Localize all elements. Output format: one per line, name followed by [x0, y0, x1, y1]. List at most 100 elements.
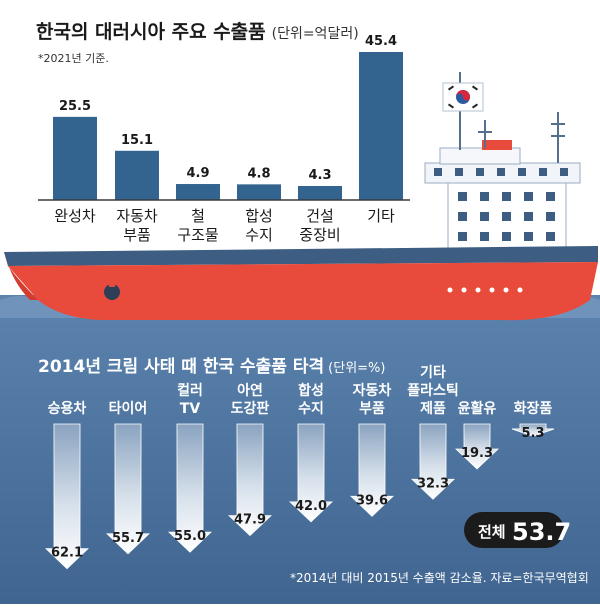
ship-window: [502, 232, 511, 241]
ship-window: [497, 168, 505, 176]
ship-window: [458, 212, 467, 221]
bottom-arrow-value-label: 55.7: [112, 531, 144, 546]
ship-window: [524, 192, 533, 201]
total-badge: 전체 53.7: [464, 512, 571, 548]
bottom-arrow-value-label: 55.0: [174, 529, 206, 544]
bottom-arrow: [168, 423, 212, 553]
ship-hull: [4, 246, 598, 321]
top-bar-value-label: 4.3: [308, 168, 331, 183]
ship-porthole: [447, 287, 453, 293]
top-bar-category-label: 합성: [245, 207, 273, 225]
bottom-arrow-category-label: 컬러: [177, 383, 203, 399]
ship-window: [546, 232, 555, 241]
ship-window: [455, 168, 463, 176]
top-bar: [359, 51, 403, 200]
bottom-arrow: [350, 423, 394, 517]
ship-porthole: [489, 287, 495, 293]
bottom-arrow: [45, 423, 89, 570]
total-label: 전체: [478, 523, 506, 541]
top-bar-category-label: 기타: [367, 207, 395, 225]
top-bar: [115, 150, 159, 200]
top-chart-note: *2021년 기준.: [38, 52, 109, 65]
bottom-arrow-value-label: 42.0: [295, 499, 327, 514]
top-bar-category-label: 자동차: [116, 207, 158, 225]
ship-window: [434, 168, 442, 176]
top-bar-value-label: 4.8: [247, 166, 270, 181]
bottom-arrow-value-label: 19.3: [461, 446, 493, 461]
ship-porthole: [475, 287, 481, 293]
bottom-arrow-category-label: 부품: [359, 401, 385, 417]
bottom-arrow-category-label: 승용차: [48, 401, 87, 417]
bottom-arrow-value-label: 47.9: [234, 513, 266, 528]
top-chart-unit: (단위=억달러): [272, 26, 359, 42]
bottom-arrow-category-label: 제품: [420, 401, 446, 417]
ship-window: [546, 192, 555, 201]
ship-window: [539, 168, 547, 176]
bottom-arrow-value-label: 62.1: [51, 546, 83, 561]
ship-window: [480, 232, 489, 241]
ship-window: [480, 192, 489, 201]
ship-portholes: [447, 287, 523, 293]
bottom-arrow-category-label: 타이어: [109, 400, 148, 417]
ship-window: [560, 168, 568, 176]
bottom-arrow: [106, 423, 150, 555]
top-bar: [53, 116, 97, 200]
bottom-arrow-category-label: 도강판: [231, 400, 270, 417]
ship-porthole: [461, 287, 467, 293]
ship-window: [502, 212, 511, 221]
korean-flag-icon: [442, 82, 484, 112]
ship-porthole: [517, 287, 523, 293]
top-bar-category-label: 건설: [306, 207, 334, 225]
top-bar-category-label: 수지: [245, 226, 273, 244]
top-bar-value-label: 45.4: [365, 34, 397, 49]
top-bar-category-label: 중장비: [299, 226, 340, 244]
ship-window: [546, 212, 555, 221]
top-bar-value-label: 15.1: [121, 133, 153, 148]
top-chart-title: 한국의 대러시아 주요 수출품: [36, 21, 266, 43]
top-bar-value-label: 4.9: [186, 166, 209, 181]
top-bar-value-label: 25.5: [59, 99, 91, 114]
ship-window: [480, 212, 489, 221]
ship-window: [502, 192, 511, 201]
bottom-arrow-category-label: 화장품: [514, 400, 553, 417]
bottom-arrow-value-label: 39.6: [356, 493, 388, 508]
bottom-arrow-value-label: 5.3: [521, 426, 544, 441]
bottom-arrow-category-label: TV: [180, 401, 201, 417]
ship-window: [476, 168, 484, 176]
bottom-arrow: [511, 423, 555, 437]
top-bar: [298, 185, 342, 200]
bottom-arrow-category-label: 플라스틱: [407, 382, 459, 399]
anchor-icon: [104, 284, 120, 300]
bottom-arrow-category-label: 기타: [420, 365, 446, 381]
top-bar-category-label: 구조물: [177, 226, 218, 244]
top-bar-category-label: 부품: [123, 226, 151, 244]
bottom-arrow-category-label: 합성: [298, 382, 324, 399]
bottom-chart-title: 2014년 크림 사태 때 한국 수출품 타격: [38, 357, 324, 377]
bottom-arrow-value-label: 32.3: [417, 476, 449, 491]
ship-windows: [434, 168, 568, 241]
bottom-arrow: [289, 423, 333, 523]
ship-window: [524, 212, 533, 221]
ship-window: [518, 168, 526, 176]
ship-window: [524, 232, 533, 241]
top-bar-category-label: 철: [191, 207, 205, 225]
bottom-arrow: [228, 423, 272, 537]
top-bar-category-label: 완성차: [54, 207, 96, 225]
top-bar: [176, 184, 220, 200]
bottom-arrow: [411, 423, 455, 500]
bottom-arrow-category-label: 자동차: [353, 383, 392, 399]
top-bar: [237, 184, 281, 200]
ship-porthole: [503, 287, 509, 293]
bottom-arrow-category-label: 윤활유: [458, 400, 497, 417]
ship-window: [458, 192, 467, 201]
bottom-arrow-category-label: 아연: [237, 382, 263, 399]
bottom-arrow: [455, 423, 499, 470]
ship-window: [458, 232, 467, 241]
bottom-arrow-category-label: 수지: [298, 401, 324, 417]
bottom-chart-unit: (단위=%): [328, 361, 385, 376]
bottom-chart-source: *2014년 대비 2015년 수출액 감소율. 자료=한국무역협회: [290, 571, 589, 585]
